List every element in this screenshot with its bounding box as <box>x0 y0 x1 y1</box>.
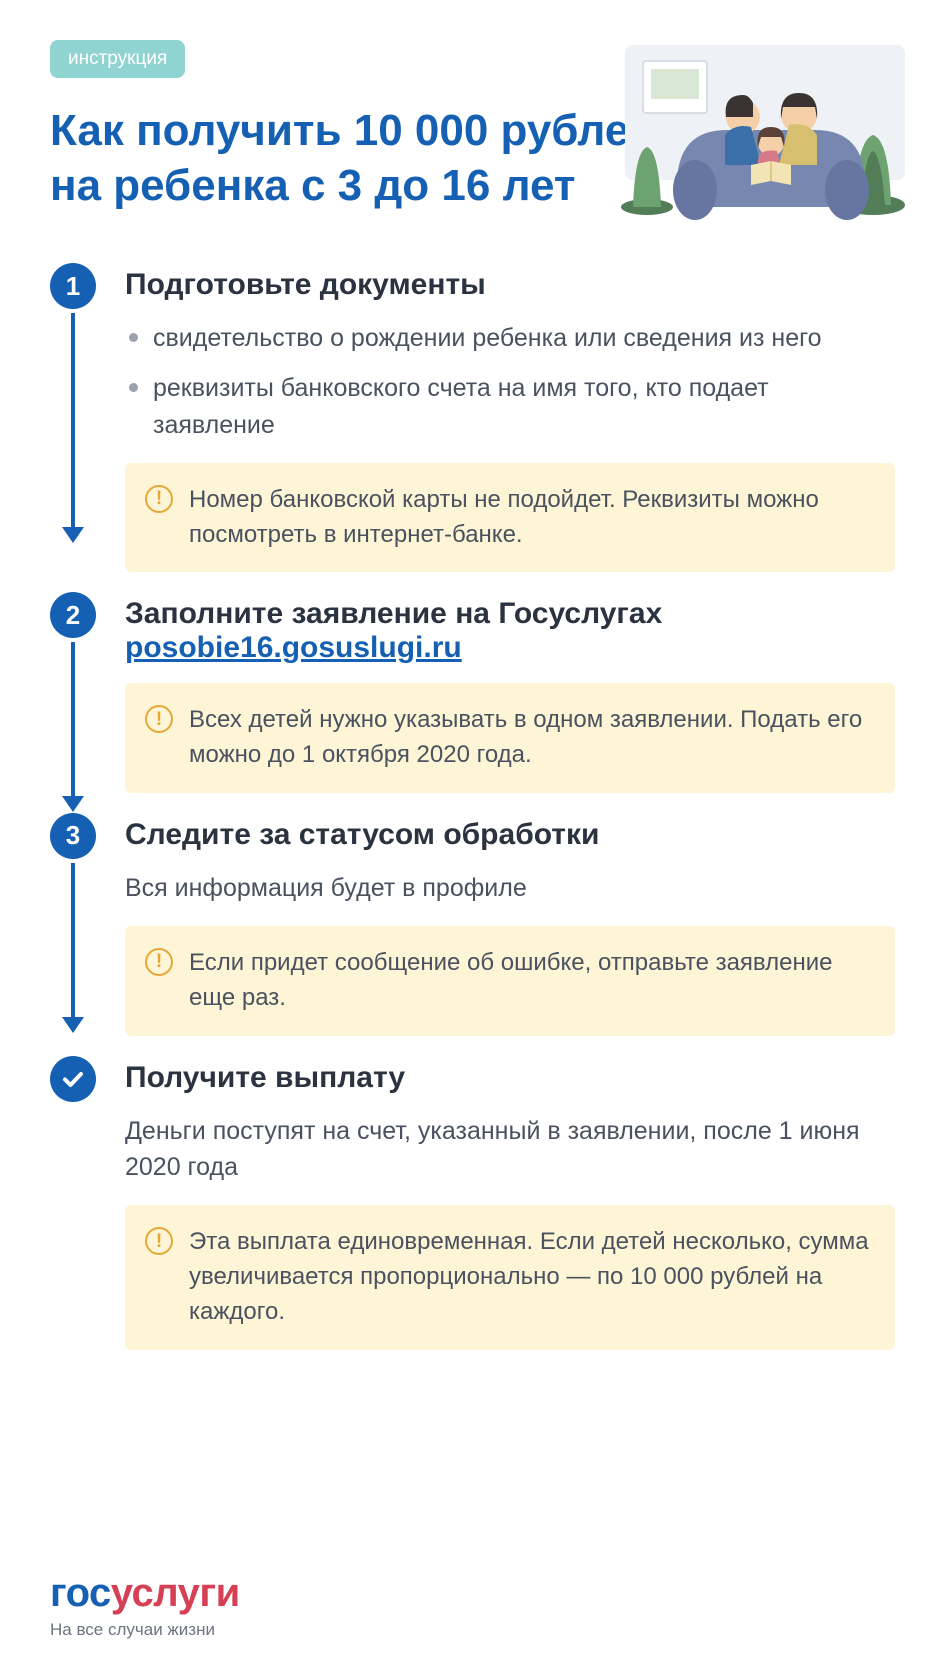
step-3-note: ! Если придет сообщение об ошибке, отпра… <box>125 926 895 1036</box>
step-3-title: Следите за статусом обработки <box>125 813 895 852</box>
arrowhead-1 <box>62 527 84 543</box>
step-1-title: Подготовьте документы <box>125 263 895 302</box>
step-number-2: 2 <box>50 592 96 638</box>
step-2: 2 Заполните заявление на Госуслугах poso… <box>50 592 895 793</box>
step-1-note: ! Номер банковской карты не подойдет. Ре… <box>125 463 895 573</box>
step-check-icon <box>50 1056 96 1102</box>
step-number-1: 1 <box>50 263 96 309</box>
warning-icon: ! <box>145 705 173 733</box>
step-3-text: Вся информация будет в профиле <box>125 870 895 906</box>
note-text: Если придет сообщение об ошибке, отправь… <box>189 949 833 1011</box>
connector-1 <box>71 313 75 531</box>
note-text: Всех детей нужно указывать в одном заявл… <box>189 706 862 768</box>
warning-icon: ! <box>145 1227 173 1255</box>
bullet: свидетельство о рождении ребенка или све… <box>125 320 895 356</box>
note-text: Эта выплата единовременная. Если детей н… <box>189 1228 869 1325</box>
bullet: реквизиты банковского счета на имя того,… <box>125 370 895 443</box>
note-text: Номер банковской карты не подойдет. Рекв… <box>189 486 819 548</box>
warning-icon: ! <box>145 485 173 513</box>
step-number-3: 3 <box>50 813 96 859</box>
step-3: 3 Следите за статусом обработки Вся инфо… <box>50 813 895 1036</box>
step-4-text: Деньги поступят на счет, указанный в зая… <box>125 1113 895 1186</box>
connector-2 <box>71 642 75 800</box>
step-4-title: Получите выплату <box>125 1056 895 1095</box>
connector-3 <box>71 863 75 1021</box>
gosuslugi-logo: госуслуги <box>50 1571 240 1616</box>
step-2-note: ! Всех детей нужно указывать в одном зая… <box>125 683 895 793</box>
steps-container: 1 Подготовьте документы свидетельство о … <box>0 243 945 1350</box>
step-1-bullets: свидетельство о рождении ребенка или све… <box>125 320 895 443</box>
instruction-badge: инструкция <box>50 40 185 78</box>
step-1: 1 Подготовьте документы свидетельство о … <box>50 263 895 572</box>
step-4: Получите выплату Деньги поступят на счет… <box>50 1056 895 1350</box>
arrowhead-2 <box>62 796 84 812</box>
footer: госуслуги На все случаи жизни <box>50 1571 240 1640</box>
warning-icon: ! <box>145 948 173 976</box>
step-4-note: ! Эта выплата единовременная. Если детей… <box>125 1205 895 1349</box>
posobie-link[interactable]: posobie16.gosuslugi.ru <box>125 631 462 664</box>
footer-tagline: На все случаи жизни <box>50 1620 240 1640</box>
arrowhead-3 <box>62 1017 84 1033</box>
header: инструкция Как получить 10 000 рублей на… <box>0 0 945 243</box>
family-illustration <box>615 35 915 225</box>
step-2-title: Заполните заявление на Госуслугах posobi… <box>125 592 895 665</box>
page-title: Как получить 10 000 рублей на ребенка с … <box>50 103 670 213</box>
